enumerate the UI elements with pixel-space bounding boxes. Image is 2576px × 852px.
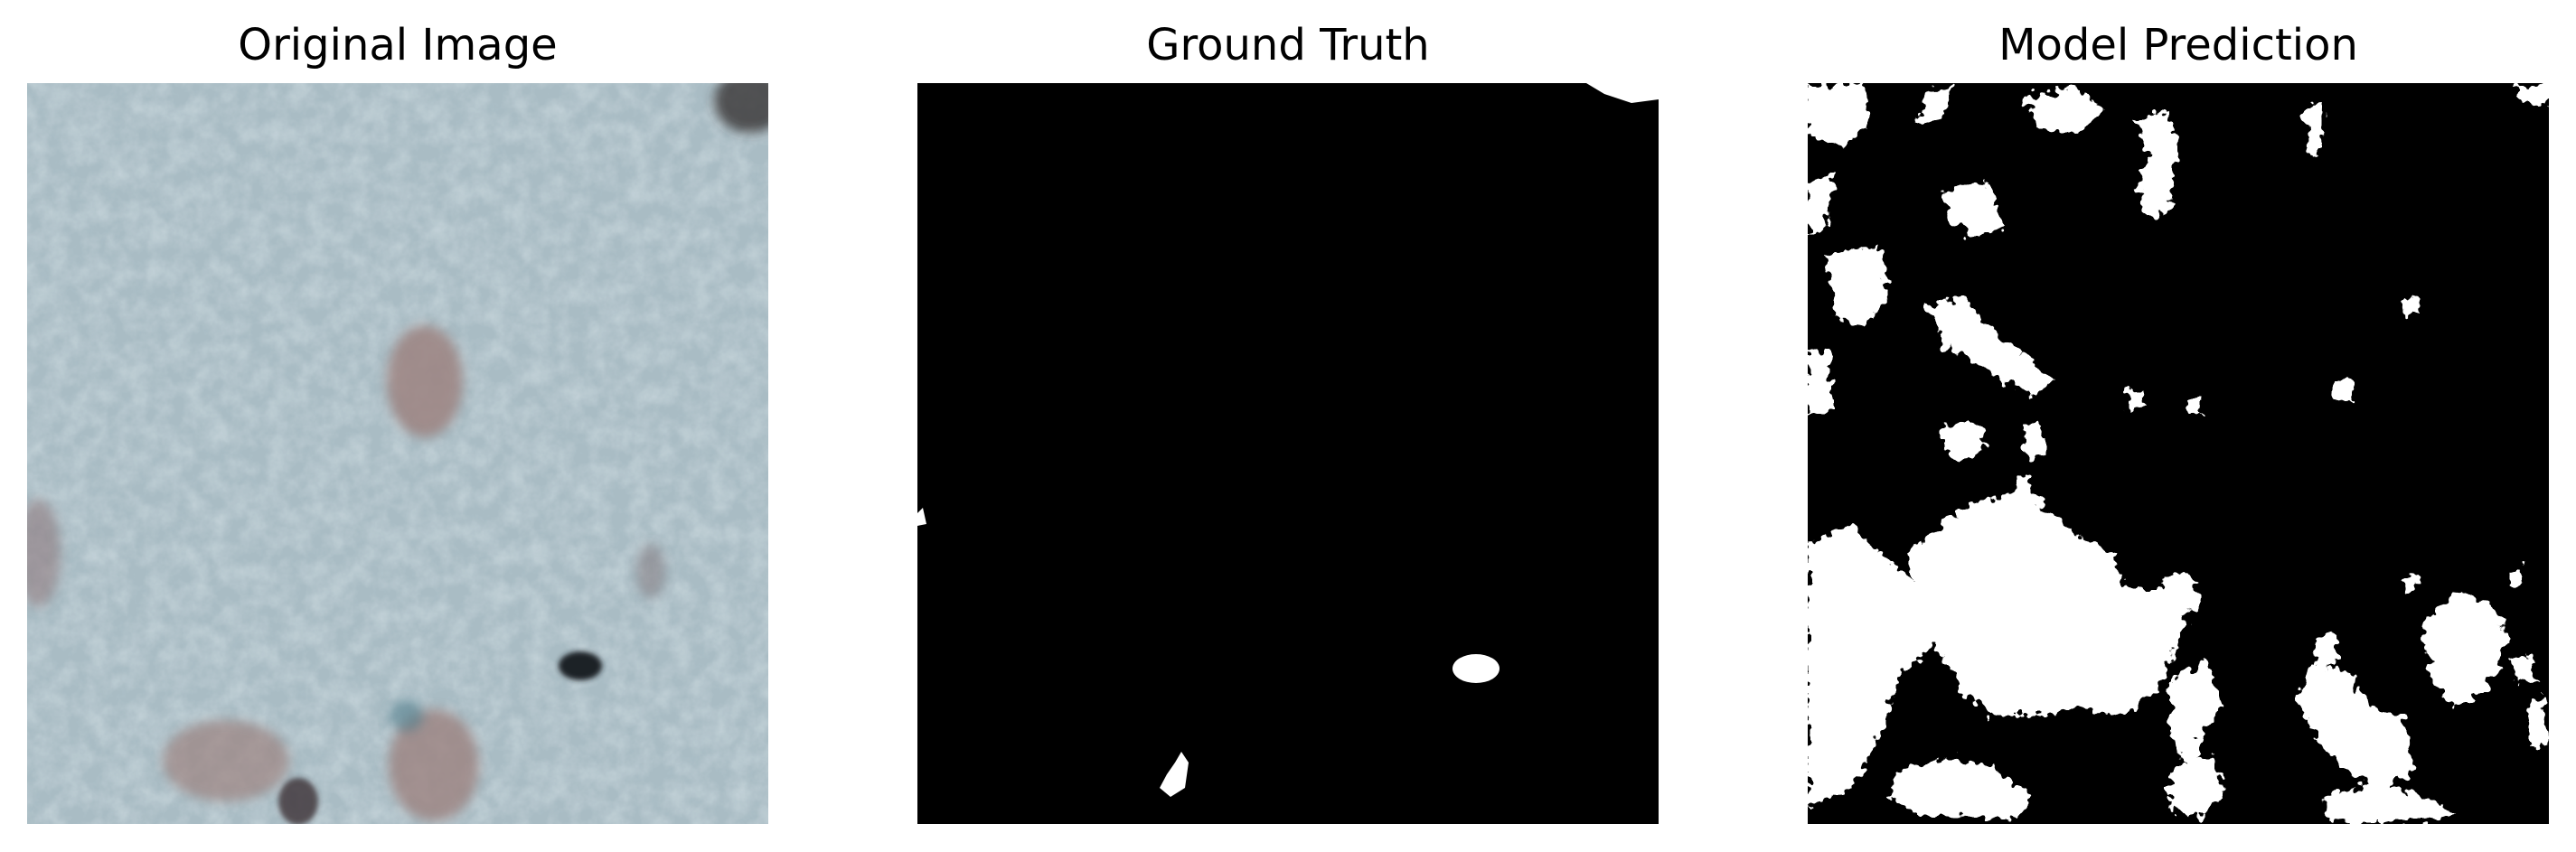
mask-region bbox=[1925, 300, 2052, 395]
mask-region bbox=[2025, 88, 2106, 133]
panel-title: Model Prediction bbox=[1998, 20, 2358, 70]
mask-region bbox=[2422, 589, 2508, 707]
mask-image bbox=[917, 83, 1659, 824]
mask-region bbox=[2129, 389, 2146, 410]
mask-region bbox=[1907, 472, 2187, 716]
mask-region bbox=[2133, 110, 2178, 219]
mask-region bbox=[1453, 654, 1500, 683]
mask-region bbox=[2305, 101, 2325, 155]
mask-region bbox=[2332, 779, 2458, 822]
model-prediction-mask bbox=[1808, 83, 2549, 824]
mask-region bbox=[2314, 630, 2341, 666]
mask-region bbox=[1943, 417, 1988, 463]
mask-region bbox=[1808, 173, 1835, 237]
dark-stain bbox=[559, 651, 602, 680]
mask-region bbox=[2169, 716, 2205, 770]
panel-model-prediction: Model Prediction bbox=[1808, 0, 2549, 852]
mask-region bbox=[2513, 83, 2549, 106]
mask-region bbox=[1916, 88, 1952, 124]
mask-region bbox=[2526, 698, 2547, 747]
mask-region bbox=[1808, 345, 1830, 417]
panel-ground-truth: Ground Truth bbox=[917, 0, 1659, 852]
mask-region bbox=[1889, 756, 2034, 819]
mask-region bbox=[2187, 398, 2202, 414]
panel-title: Original Image bbox=[238, 20, 558, 70]
mask-region bbox=[2169, 756, 2223, 819]
nucleus bbox=[163, 720, 289, 801]
mask-region bbox=[2404, 298, 2420, 315]
panel-title: Ground Truth bbox=[1146, 20, 1430, 70]
tissue-micrograph bbox=[27, 83, 768, 824]
mask-region bbox=[2160, 571, 2205, 616]
mask-region bbox=[1586, 83, 1659, 103]
panel-original-image: Original Image bbox=[27, 0, 768, 852]
nucleus bbox=[389, 709, 479, 821]
mask-region bbox=[2296, 661, 2413, 788]
mask-image bbox=[1808, 83, 2549, 824]
mask-region bbox=[2025, 422, 2045, 458]
original-image bbox=[27, 83, 768, 824]
mask-region bbox=[1160, 752, 1189, 797]
mask-region bbox=[2332, 377, 2355, 401]
ground-truth-mask bbox=[917, 83, 1659, 824]
mask-region bbox=[1808, 526, 1934, 806]
mask-region bbox=[1808, 83, 1871, 146]
mask-region bbox=[917, 508, 926, 526]
mask-region bbox=[2404, 573, 2420, 591]
mask-region bbox=[1826, 246, 1889, 327]
mask-region bbox=[2513, 652, 2535, 684]
mask-region bbox=[2508, 566, 2524, 586]
mask-region bbox=[1943, 183, 2002, 237]
nucleus bbox=[387, 325, 463, 437]
